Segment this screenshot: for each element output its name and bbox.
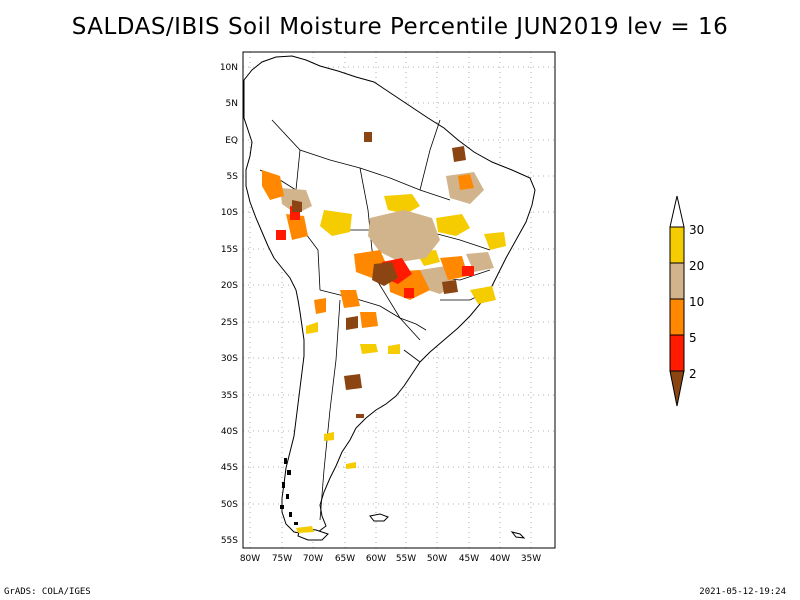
latitude-labels: 10N 5N EQ 5S 10S 15S 20S 25S 30S 35S 40S 45S 50S 55S [220, 63, 238, 546]
lat-tick-label: 50S [221, 500, 238, 510]
legend-label-20: 20 [689, 259, 704, 273]
lat-tick-label: 25S [221, 318, 238, 328]
lon-tick-label: 70W [303, 554, 323, 564]
lon-tick-label: 75W [272, 554, 292, 564]
lat-tick-label: 10N [220, 63, 238, 73]
legend-swatch-above-30 [669, 195, 685, 228]
lat-tick-label: 35S [221, 391, 238, 401]
soil-moisture-patches [262, 132, 506, 533]
longitude-labels: 80W 75W 70W 65W 60W 55W 50W 45W 40W 35W [240, 554, 541, 564]
legend-label-30: 30 [689, 223, 704, 237]
lon-tick-label: 65W [335, 554, 355, 564]
footer-credit: GrADS: COLA/IGES [4, 587, 91, 597]
lat-tick-label: 5S [227, 172, 239, 182]
legend-label-2: 2 [689, 367, 697, 381]
legend-swatch-2-5 [669, 334, 685, 372]
lon-tick-label: 50W [427, 554, 447, 564]
map-title: SALDAS/IBIS Soil Moisture Percentile JUN… [71, 14, 729, 40]
lon-tick-label: 35W [521, 554, 541, 564]
lon-tick-label: 60W [366, 554, 386, 564]
legend-swatch-5-10 [669, 298, 685, 336]
color-legend: 30 20 10 5 2 [669, 195, 704, 407]
legend-swatch-below-2 [669, 370, 685, 407]
lat-tick-label: 15S [221, 245, 238, 255]
lat-tick-label: EQ [225, 136, 238, 146]
lon-tick-label: 80W [240, 554, 260, 564]
lat-tick-label: 40S [221, 427, 238, 437]
lat-tick-label: 5N [226, 99, 238, 109]
lon-tick-label: 40W [490, 554, 510, 564]
lat-tick-label: 30S [221, 354, 238, 364]
lat-tick-label: 20S [221, 281, 238, 291]
legend-swatch-10-20 [669, 262, 685, 300]
lon-tick-label: 45W [459, 554, 479, 564]
lat-tick-label: 45S [221, 463, 238, 473]
legend-label-10: 10 [689, 295, 704, 309]
legend-label-5: 5 [689, 331, 697, 345]
lat-tick-label: 55S [221, 536, 238, 546]
lon-tick-label: 55W [396, 554, 416, 564]
footer-timestamp: 2021-05-12-19:24 [699, 587, 786, 597]
map-frame [242, 51, 556, 549]
lat-tick-label: 10S [221, 208, 238, 218]
legend-swatch-20-30 [669, 226, 685, 264]
